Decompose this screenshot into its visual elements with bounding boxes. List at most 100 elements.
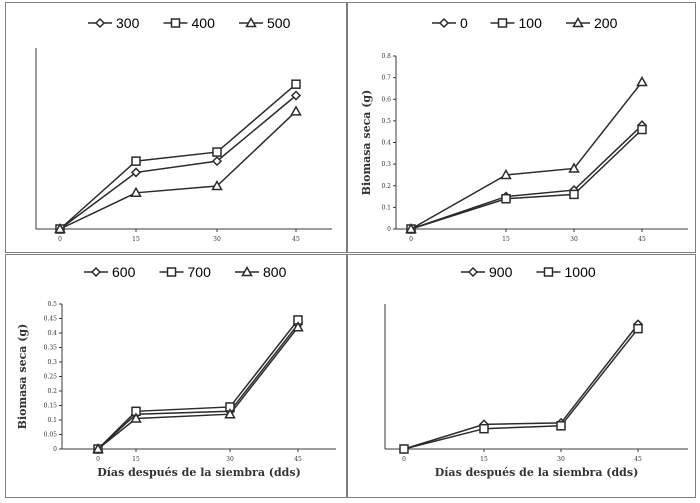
data-point-300	[130, 167, 142, 178]
legend-marker-200	[572, 16, 584, 28]
x-tick-label: 15	[480, 456, 488, 463]
y-tick-label: 0.8	[381, 53, 391, 60]
panel-frame	[347, 254, 696, 498]
data-point-300	[211, 156, 223, 167]
y-tick-label: 0.3	[381, 161, 391, 168]
series-line-600	[97, 323, 299, 450]
chart-panel-3: 0 0.05 0.1 0.15 0.2 0.25 0.3 0.35 0.4 0.45 0.5 0 15 3…	[5, 254, 347, 498]
chart-panel-4: 0 15 30 45 Días después de la siembra (dds) 9…	[347, 254, 696, 498]
data-point-500	[211, 179, 223, 191]
x-tick-label: 45	[292, 236, 300, 243]
chart-panel-1: 0 15 30 45 300 400 500	[5, 2, 347, 253]
x-axis-label: Días después de la siembra (dds)	[97, 466, 301, 479]
legend-marker-900	[467, 266, 479, 278]
legend-label-900: 900	[489, 264, 513, 280]
series-line-900	[403, 323, 639, 450]
data-point-500	[130, 186, 142, 198]
data-point-200	[636, 75, 648, 87]
legend-marker-700	[166, 267, 177, 277]
series-line-500	[59, 110, 297, 230]
legend-marker-800	[241, 265, 253, 277]
series-line-800	[97, 326, 299, 450]
series-line-300	[59, 94, 297, 230]
x-tick-label: 15	[502, 236, 510, 243]
data-point-400	[212, 147, 222, 157]
data-point-100	[637, 124, 647, 135]
data-point-1000	[479, 423, 489, 434]
x-tick-label: 45	[638, 236, 646, 243]
y-tick-label: 0.2	[381, 183, 391, 190]
y-tick-label: 0.25	[44, 374, 58, 381]
x-tick-label: 30	[557, 456, 565, 463]
x-tick-label: 0	[58, 236, 62, 243]
x-tick-label: 0	[402, 456, 406, 463]
legend-marker-100	[497, 18, 508, 28]
series-line-100	[410, 128, 643, 230]
y-tick-label: 0.7	[381, 75, 391, 82]
legend-marker-500	[245, 16, 257, 28]
y-tick-label: 0.5	[47, 301, 57, 308]
data-point-200	[405, 222, 417, 234]
y-axis-label: Biomasa seca (g)	[360, 90, 373, 196]
data-point-500	[54, 222, 66, 234]
y-tick-label: 0.4	[47, 330, 57, 337]
chart-panel-2: 0 0.1 0.2 0.3 0.4 0.5 0.6 0.7 0.8 0 15 30 45 Biomasa …	[347, 2, 696, 253]
x-tick-label: 30	[226, 456, 234, 463]
x-tick-label: 45	[294, 456, 302, 463]
panel-frame	[5, 2, 347, 253]
series-line-400	[59, 83, 297, 230]
data-point-200	[500, 168, 512, 180]
legend-label-600: 600	[112, 264, 136, 280]
x-tick-label: 45	[634, 456, 642, 463]
y-tick-label: 0.6	[381, 96, 391, 103]
x-tick-label: 30	[570, 236, 578, 243]
x-tick-label: 30	[213, 236, 221, 243]
data-point-800	[292, 321, 304, 332]
y-tick-label: 0.05	[44, 432, 58, 439]
x-tick-label: 0	[409, 236, 413, 243]
legend-marker-0	[438, 17, 450, 29]
data-point-100	[569, 189, 579, 200]
legend-label-0: 0	[460, 15, 468, 31]
x-axis-label: Días después de la siembra (dds)	[435, 466, 639, 479]
legend-marker-300	[94, 17, 106, 29]
data-point-1000	[633, 323, 643, 334]
y-tick-label: 0.4	[381, 140, 391, 147]
legend-label-100: 100	[519, 15, 543, 31]
legend-label-500: 500	[267, 15, 291, 31]
data-point-400	[291, 79, 301, 89]
legend-label-400: 400	[192, 15, 216, 31]
x-tick-label: 0	[96, 456, 100, 463]
legend-label-200: 200	[594, 15, 618, 31]
y-tick-label: 0.1	[381, 204, 391, 211]
y-axis-label: Biomasa seca (g)	[16, 324, 29, 430]
data-point-400	[131, 156, 141, 166]
legend-marker-400	[170, 18, 181, 28]
data-point-100	[501, 193, 511, 204]
y-tick-label: 0.3	[47, 359, 57, 366]
y-tick-label: 0.45	[44, 316, 58, 323]
y-tick-label: 0.35	[44, 345, 58, 352]
data-point-800	[92, 442, 104, 454]
legend-marker-1000	[543, 267, 554, 277]
legend-label-700: 700	[188, 264, 212, 280]
legend-label-300: 300	[116, 15, 140, 31]
series-line-200	[410, 81, 643, 230]
y-tick-label: 0.1	[47, 417, 57, 424]
data-point-300	[290, 90, 302, 101]
data-point-200	[568, 162, 580, 173]
y-tick-label: 0	[53, 446, 57, 453]
series-line-1000	[403, 328, 639, 450]
data-point-800	[224, 408, 236, 419]
legend-marker-600	[90, 266, 102, 278]
data-point-500	[290, 105, 302, 116]
y-tick-label: 0.15	[44, 403, 58, 410]
legend-label-800: 800	[263, 264, 287, 280]
y-tick-label: 0.5	[381, 118, 391, 125]
data-point-1000	[556, 421, 566, 431]
y-tick-label: 0.2	[47, 388, 57, 395]
legend-label-1000: 1000	[565, 264, 596, 280]
data-point-1000	[399, 444, 409, 454]
